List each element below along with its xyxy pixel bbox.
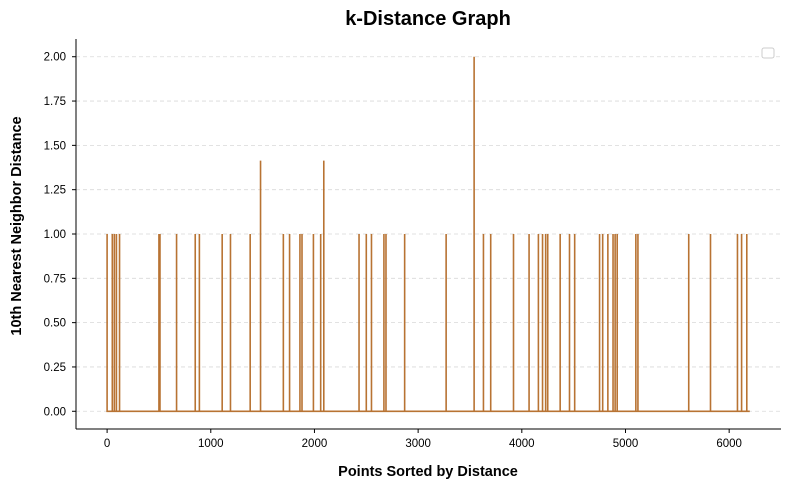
y-axis-label: 10th Nearest Neighbor Distance (9, 116, 25, 335)
x-tick-label-4: 4000 (509, 438, 535, 450)
x-tick-label-6: 6000 (716, 438, 742, 450)
legend-box (761, 47, 775, 59)
y-tick-label-2: 0.50 (44, 318, 66, 330)
y-tick-label-6: 1.50 (44, 140, 66, 152)
y-tick-label-5: 1.25 (44, 185, 66, 197)
x-tick-label-1: 1000 (198, 438, 224, 450)
y-axis-ticks: 0.00 0.25 0.50 0.75 1.00 1.25 1.50 1.75 2.00 (44, 52, 76, 418)
chart-title: k-Distance Graph (345, 8, 511, 30)
y-tick-label-8: 2.00 (44, 52, 66, 64)
series-line (106, 56, 750, 413)
x-tick-label-2: 2000 (302, 438, 328, 450)
y-tick-label-3: 0.75 (44, 273, 66, 285)
y-tick-label-1: 0.25 (44, 362, 66, 374)
series-line-group (106, 56, 750, 413)
x-tick-label-0: 0 (104, 438, 110, 450)
y-tick-label-7: 1.75 (44, 96, 66, 108)
x-tick-label-5: 5000 (613, 438, 639, 450)
y-tick-label-4: 1.00 (44, 229, 66, 241)
x-tick-label-3: 3000 (405, 438, 431, 450)
x-axis-ticks: 0 1000 2000 3000 4000 5000 6000 (104, 429, 742, 450)
y-tick-label-0: 0.00 (44, 406, 66, 418)
x-axis-label: Points Sorted by Distance (338, 464, 518, 480)
